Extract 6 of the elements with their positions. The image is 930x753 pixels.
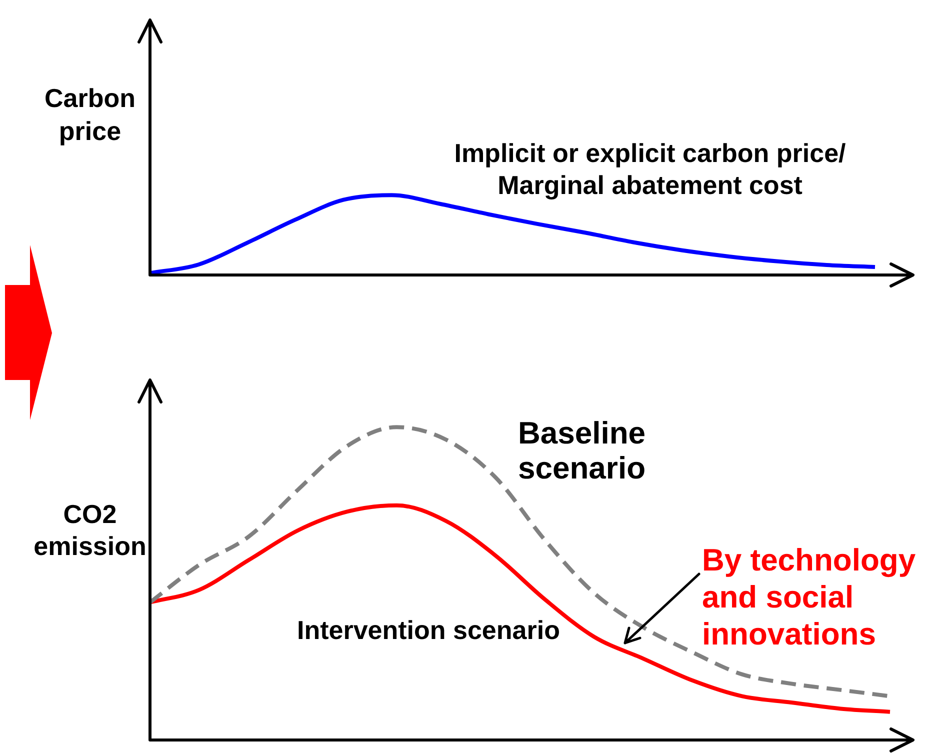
y-axis-title: Carbon price	[44, 83, 136, 146]
series-label: Intervention scenario	[297, 615, 560, 646]
annotation: Implicit or explicit carbon price/ Marginal abatement cost	[454, 138, 846, 200]
annotation: By technology and social innovations	[702, 542, 916, 652]
series-label: Baseline scenario	[518, 416, 646, 486]
y-axis-title: CO2 emission	[34, 499, 146, 562]
